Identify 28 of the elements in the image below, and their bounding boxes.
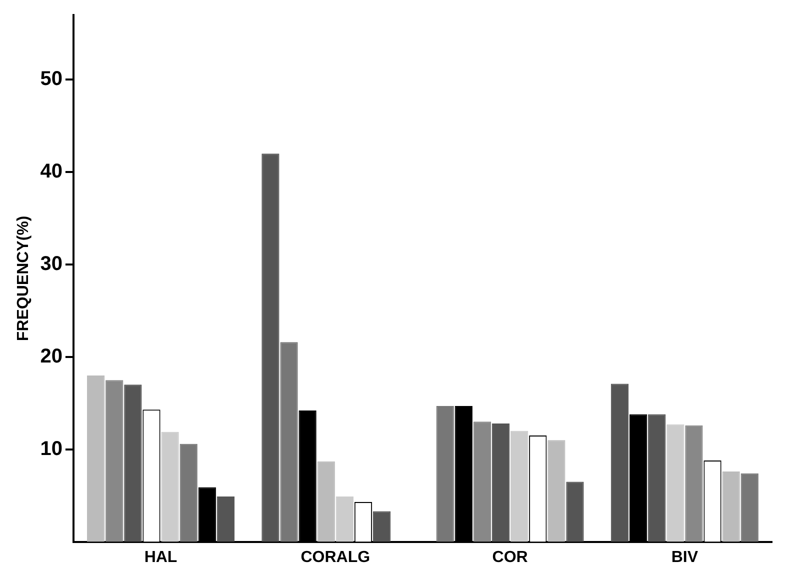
bar — [161, 432, 179, 542]
y-axis-title: FREQUENCY(%) — [15, 216, 32, 342]
x-tick-label: HAL — [144, 548, 178, 566]
bar — [262, 154, 280, 542]
bar — [124, 384, 142, 542]
bar — [436, 406, 454, 542]
bar — [280, 342, 298, 542]
bar — [740, 473, 758, 542]
bar — [610, 384, 629, 542]
bar — [106, 380, 124, 542]
bar — [473, 422, 492, 542]
bar — [566, 482, 584, 542]
bar — [548, 440, 566, 542]
x-tick-label: BIV — [671, 548, 698, 566]
bar — [648, 414, 666, 542]
y-tick-label: 20 — [40, 345, 62, 368]
bar — [216, 496, 235, 542]
bar — [336, 496, 354, 542]
x-tick-label: CORALG — [300, 548, 370, 566]
bar — [510, 430, 528, 542]
x-tick-label: COR — [492, 548, 528, 566]
bar — [722, 472, 740, 542]
bar — [685, 425, 703, 542]
y-tick-label: 10 — [40, 438, 62, 460]
y-tick-label: 40 — [40, 160, 62, 183]
y-tick-label: 30 — [40, 253, 62, 276]
y-tick-label: 50 — [40, 68, 62, 90]
bar — [180, 444, 198, 542]
